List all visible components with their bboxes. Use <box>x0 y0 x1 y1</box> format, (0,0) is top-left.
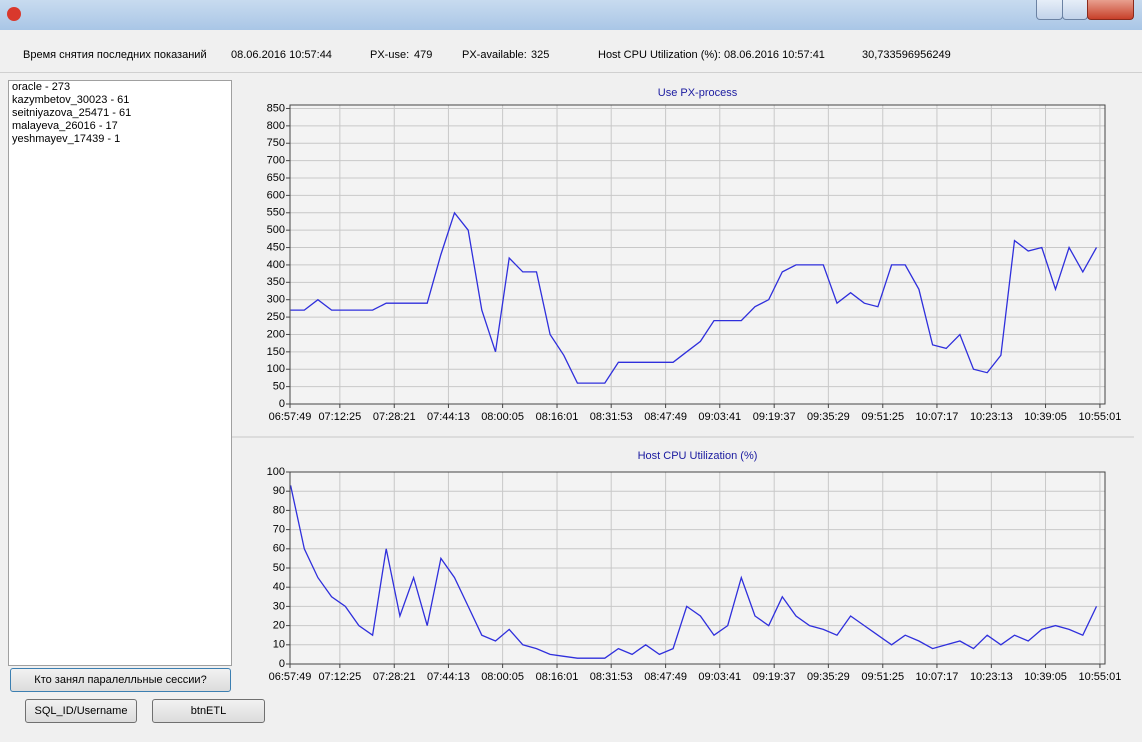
cpu-time: 08.06.2016 10:57:41 <box>724 49 825 61</box>
y-tick-label: 550 <box>267 207 285 219</box>
x-tick-label: 10:07:17 <box>916 411 959 423</box>
x-tick-label: 08:47:49 <box>644 671 687 683</box>
y-tick-label: 300 <box>267 294 285 306</box>
y-tick-label: 700 <box>267 155 285 167</box>
cpu-label: Host CPU Utilization (%): <box>598 49 721 61</box>
px-use-label: PX-use: <box>370 49 410 61</box>
y-tick-label: 750 <box>267 137 285 149</box>
x-tick-label: 07:12:25 <box>318 671 361 683</box>
plot-border <box>289 471 1106 665</box>
y-tick-label: 80 <box>273 504 285 516</box>
separator <box>0 72 1142 73</box>
title-bar <box>0 0 1142 30</box>
px-use: 479 <box>414 49 433 61</box>
data-line <box>290 211 1098 384</box>
x-tick-label: 10:39:05 <box>1024 411 1067 423</box>
y-tick-label: 850 <box>267 102 285 114</box>
y-tick-label: 60 <box>273 543 285 555</box>
y-tick-label: 10 <box>273 639 285 651</box>
y-tick-label: 50 <box>273 381 285 393</box>
y-tick-label: 250 <box>267 311 285 323</box>
y-tick-label: 600 <box>267 189 285 201</box>
close-button[interactable] <box>1087 0 1134 20</box>
x-tick-label: 10:55:01 <box>1079 671 1122 683</box>
x-tick-label: 08:16:01 <box>536 671 579 683</box>
px-available-label: PX-available: <box>462 49 527 61</box>
chart-title: Use PX-process <box>658 87 738 99</box>
app-icon <box>7 7 21 21</box>
session-list[interactable]: oracle - 273 kazymbetov_30023 - 61 seitniy… <box>8 80 232 666</box>
y-tick-label: 650 <box>267 172 285 184</box>
x-tick-label: 10:23:13 <box>970 671 1013 683</box>
minimize-button[interactable] <box>1036 0 1063 20</box>
y-tick-label: 50 <box>273 562 285 574</box>
x-tick-label: 08:00:05 <box>481 671 524 683</box>
x-tick-label: 09:51:25 <box>861 411 904 423</box>
y-tick-label: 400 <box>267 259 285 271</box>
cpu-value: 30,733596956249 <box>862 49 951 61</box>
x-tick-label: 07:44:13 <box>427 411 470 423</box>
x-tick-label: 07:44:13 <box>427 671 470 683</box>
plot-area <box>290 105 1105 404</box>
maximize-button[interactable] <box>1062 0 1088 20</box>
data-line <box>289 485 1098 659</box>
plot-border <box>289 104 1106 405</box>
y-tick-label: 800 <box>267 120 285 132</box>
y-tick-label: 90 <box>273 485 285 497</box>
y-tick-label: 0 <box>279 658 285 670</box>
x-tick-label: 09:51:25 <box>861 671 904 683</box>
x-tick-label: 08:16:01 <box>536 411 579 423</box>
x-tick-label: 06:57:49 <box>269 411 312 423</box>
x-tick-label: 08:31:53 <box>590 671 633 683</box>
y-tick-label: 30 <box>273 600 285 612</box>
y-tick-label: 200 <box>267 328 285 340</box>
px-available: 325 <box>531 49 550 61</box>
chart-title: Host CPU Utilization (%) <box>638 450 758 462</box>
x-tick-label: 10:39:05 <box>1024 671 1067 683</box>
x-tick-label: 09:03:41 <box>698 411 741 423</box>
y-tick-label: 100 <box>267 363 285 375</box>
y-tick-label: 100 <box>267 466 285 478</box>
x-tick-label: 08:00:05 <box>481 411 524 423</box>
x-tick-label: 08:31:53 <box>590 411 633 423</box>
x-tick-label: 09:35:29 <box>807 411 850 423</box>
session-item[interactable]: oracle - 273 <box>12 81 71 93</box>
x-tick-label: 09:19:37 <box>753 671 796 683</box>
x-tick-label: 07:28:21 <box>373 411 416 423</box>
session-item[interactable]: seitniyazova_25471 - 61 <box>12 107 132 119</box>
snapshot-time: 08.06.2016 10:57:44 <box>231 49 332 61</box>
who-button[interactable]: Кто занял паралелльные сессии? <box>10 668 231 692</box>
y-tick-label: 500 <box>267 224 285 236</box>
x-tick-label: 09:03:41 <box>698 671 741 683</box>
y-tick-label: 150 <box>267 346 285 358</box>
x-tick-label: 06:57:49 <box>269 671 312 683</box>
x-tick-label: 09:19:37 <box>753 411 796 423</box>
x-tick-label: 09:35:29 <box>807 671 850 683</box>
x-tick-label: 07:12:25 <box>318 411 361 423</box>
y-tick-label: 0 <box>279 398 285 410</box>
sql-id-button[interactable]: SQL_ID/Username <box>25 699 137 723</box>
y-tick-label: 40 <box>273 581 285 593</box>
y-tick-label: 20 <box>273 620 285 632</box>
x-tick-label: 10:23:13 <box>970 411 1013 423</box>
x-tick-label: 10:55:01 <box>1079 411 1122 423</box>
x-tick-label: 07:28:21 <box>373 671 416 683</box>
snapshot-label: Время снятия последних показаний <box>23 49 207 61</box>
y-tick-label: 350 <box>267 276 285 288</box>
x-tick-label: 10:07:17 <box>916 671 959 683</box>
y-tick-label: 450 <box>267 241 285 253</box>
x-tick-label: 08:47:49 <box>644 411 687 423</box>
session-item[interactable]: kazymbetov_30023 - 61 <box>12 94 130 106</box>
session-item[interactable]: yeshmayev_17439 - 1 <box>12 133 121 145</box>
session-item[interactable]: malayeva_26016 - 17 <box>12 120 118 132</box>
charts: Use PX-process05010015020025030035040045… <box>232 87 1134 683</box>
y-tick-label: 70 <box>273 524 285 536</box>
etl-button[interactable]: btnETL <box>152 699 265 723</box>
